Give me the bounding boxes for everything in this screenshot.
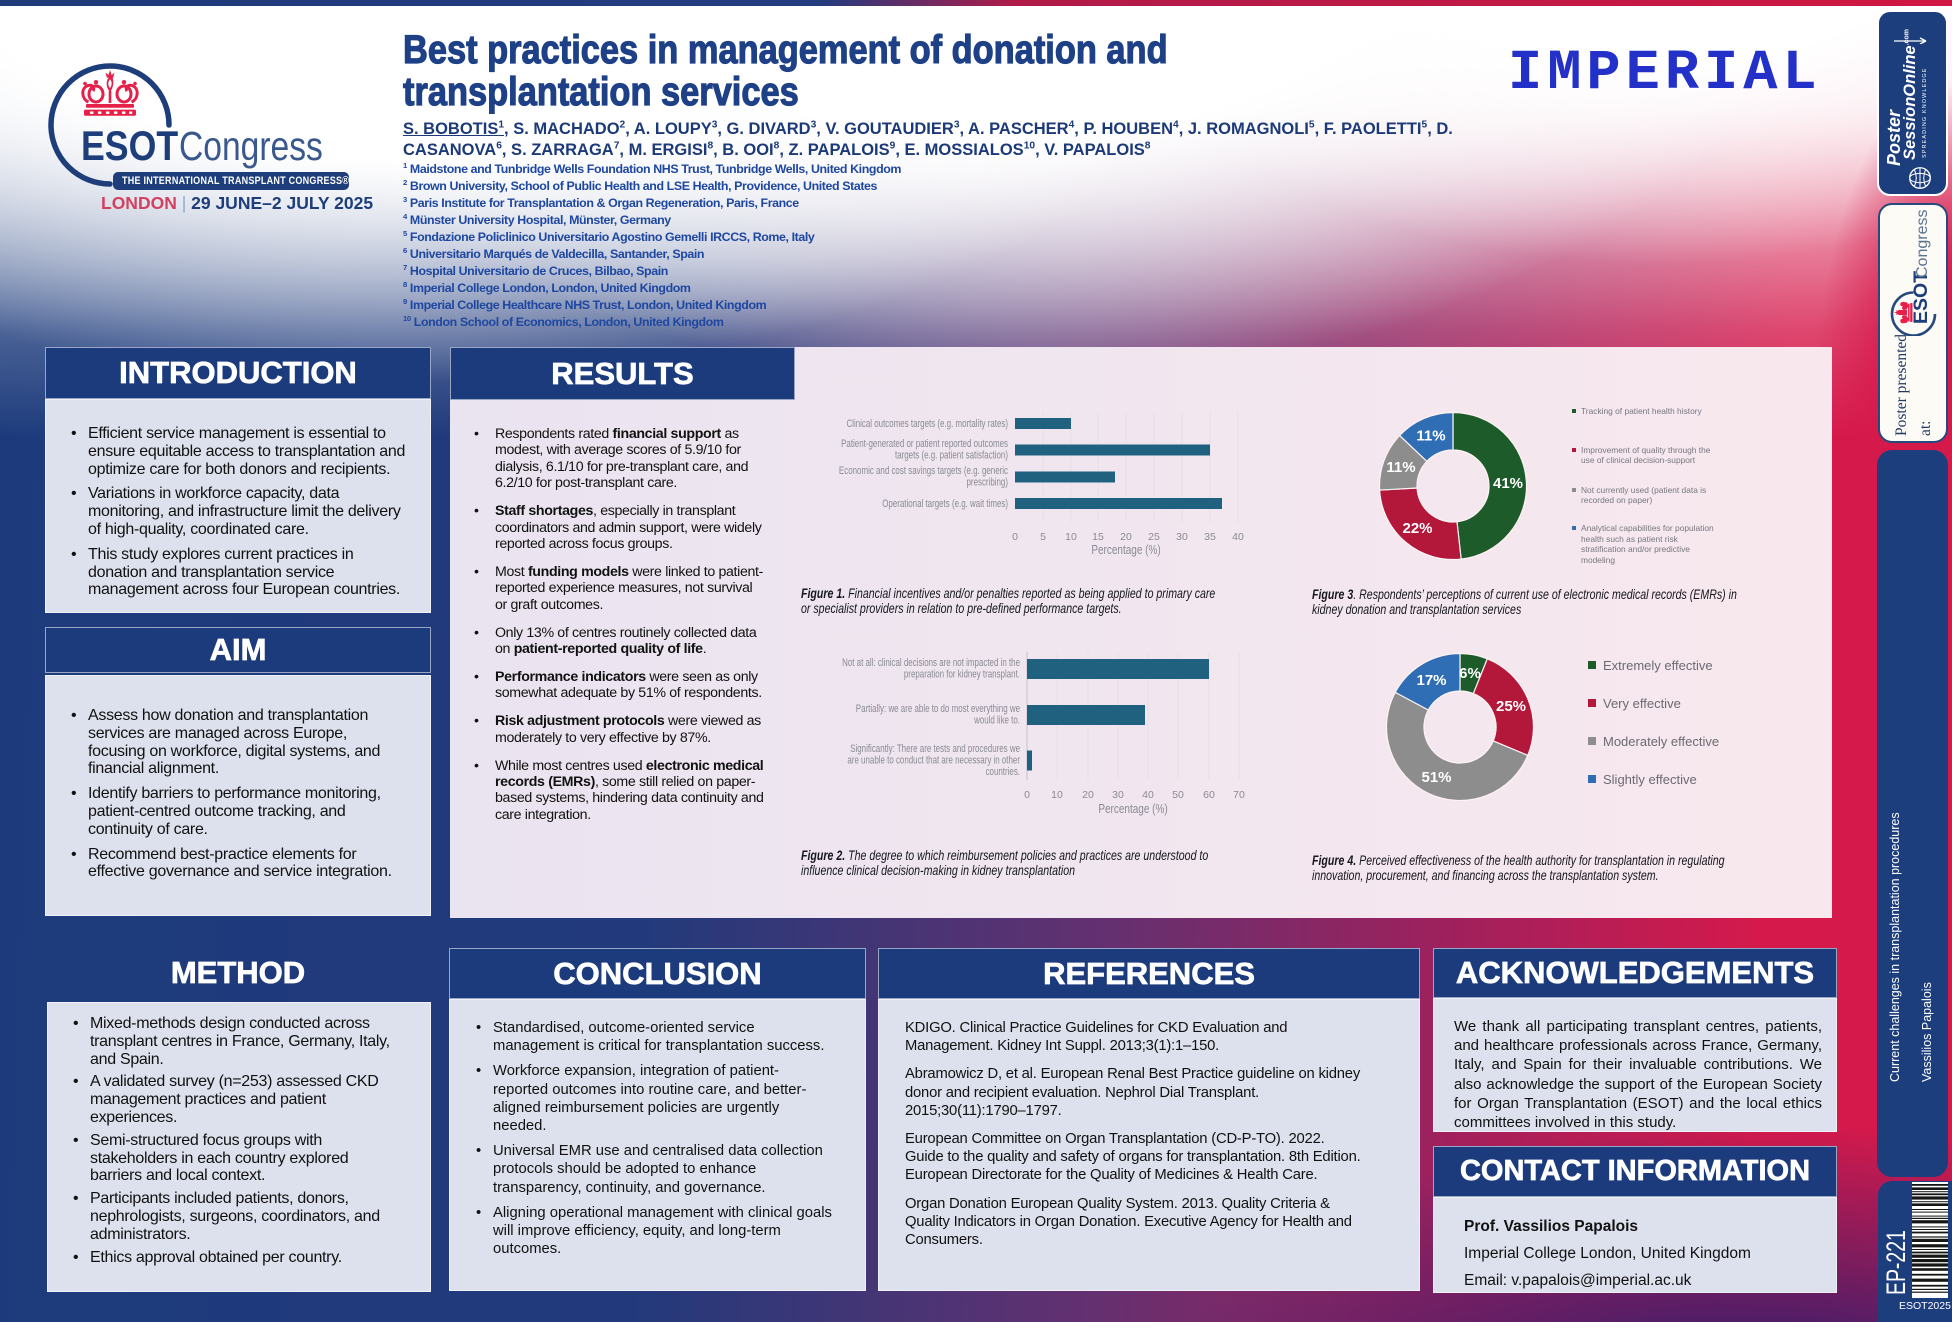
svg-text:17%: 17%	[1416, 672, 1446, 689]
svg-text:60: 60	[1203, 789, 1215, 801]
svg-text:ESOT: ESOT	[1910, 271, 1932, 324]
svg-text:Economic and cost savings targ: Economic and cost savings targets (e.g. …	[839, 465, 1008, 476]
svg-text:Clinical outcomes targets (e.g: Clinical outcomes targets (e.g. mortalit…	[846, 418, 1008, 429]
svg-text:22%: 22%	[1402, 520, 1432, 537]
svg-text:40: 40	[1142, 789, 1154, 801]
svg-text:51%: 51%	[1421, 769, 1451, 786]
svg-text:5: 5	[1040, 531, 1046, 543]
svg-text:15: 15	[1092, 531, 1104, 543]
svg-text:6%: 6%	[1459, 665, 1481, 682]
svg-text:25%: 25%	[1496, 698, 1526, 715]
svg-text:Congress: Congress	[1914, 210, 1931, 278]
svg-text:0: 0	[1012, 531, 1018, 543]
svg-text:Patient-generated or patient r: Patient-generated or patient reported ou…	[841, 438, 1008, 449]
svg-text:Partially: we are able to do m: Partially: we are able to do most everyt…	[856, 703, 1020, 714]
svg-text:would like to.: would like to.	[973, 714, 1020, 725]
svg-text:35: 35	[1204, 531, 1216, 543]
svg-text:11%: 11%	[1386, 459, 1415, 476]
svg-text:Percentage (%): Percentage (%)	[1091, 544, 1161, 557]
svg-text:Operational targets (e.g. wait: Operational targets (e.g. wait times)	[882, 498, 1008, 509]
svg-text:Congress: Congress	[179, 123, 323, 169]
svg-text:50: 50	[1172, 789, 1184, 801]
svg-text:Percentage (%): Percentage (%)	[1098, 803, 1168, 816]
svg-text:25: 25	[1148, 531, 1160, 543]
svg-text:30: 30	[1176, 531, 1188, 543]
svg-text:Not at all: clinical decisions: Not at all: clinical decisions are not i…	[842, 657, 1020, 668]
svg-text:prescribing): prescribing)	[967, 476, 1008, 487]
svg-text:10: 10	[1051, 789, 1063, 801]
svg-text:ESOT: ESOT	[81, 123, 178, 169]
svg-text:20: 20	[1120, 531, 1132, 543]
svg-text:40: 40	[1232, 531, 1244, 543]
svg-text:preparation for kidney transpl: preparation for kidney transplant.	[904, 668, 1020, 679]
svg-text:41%: 41%	[1493, 475, 1523, 492]
svg-text:20: 20	[1082, 789, 1094, 801]
svg-text:countries.: countries.	[986, 766, 1020, 777]
svg-text:Significantly: There are tests: Significantly: There are tests and proce…	[850, 743, 1020, 754]
svg-text:10: 10	[1065, 531, 1077, 543]
svg-text:0: 0	[1024, 789, 1030, 801]
svg-text:70: 70	[1233, 789, 1245, 801]
svg-text:30: 30	[1112, 789, 1124, 801]
svg-text:are unable to conduct that are: are unable to conduct that are necessary…	[847, 754, 1020, 765]
svg-text:11%: 11%	[1416, 428, 1445, 445]
svg-text:targets (e.g. patient satisfac: targets (e.g. patient satisfaction)	[895, 449, 1008, 460]
